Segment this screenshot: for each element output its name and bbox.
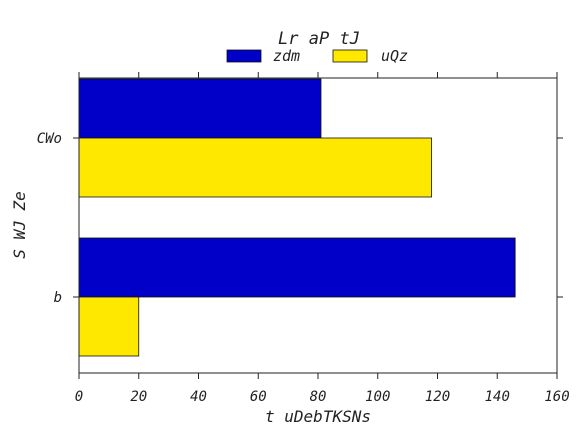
bar-1-b (78, 237, 516, 298)
legend-label-series-1: zdm (273, 47, 300, 65)
x-tick-label: 20 (130, 389, 147, 405)
y-category-label-cwo: CWo (37, 131, 62, 147)
bar-1-cwo (78, 78, 322, 139)
x-tick-label: 0 (75, 389, 83, 405)
legend-swatch-series-1 (226, 49, 262, 63)
x-tick-label: 80 (310, 389, 327, 405)
x-tick-label: 40 (190, 389, 207, 405)
legend: zdm uQz (226, 47, 408, 65)
x-tick-label: 160 (544, 389, 569, 405)
y-axis-label: S WJ Ze (10, 191, 29, 258)
plot-area: 0 20 40 60 80 100 120 140 160 CWo b (37, 72, 570, 405)
bar-2-b (78, 296, 140, 357)
x-axis-label: t uDebTKSNs (265, 407, 371, 426)
x-tick-label: 140 (485, 389, 510, 405)
x-tick-label: 60 (250, 389, 267, 405)
y-category-label-b: b (54, 290, 62, 306)
chart-title: Lr aP tJ (278, 29, 360, 49)
bar-2-cwo (78, 137, 432, 198)
legend-swatch-series-2 (332, 49, 368, 63)
x-tick-label: 120 (425, 389, 450, 405)
x-tick-label: 100 (365, 389, 390, 405)
legend-label-series-2: uQz (381, 47, 408, 65)
